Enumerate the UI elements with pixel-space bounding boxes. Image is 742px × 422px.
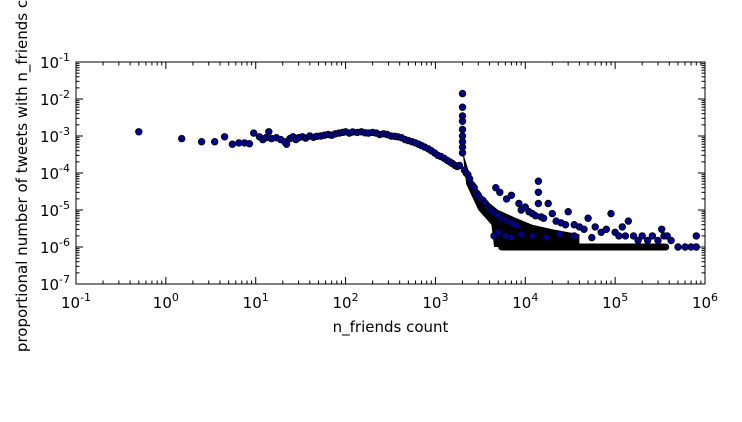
axis-ticks: 10-1 100 101 102 103 104 105 106 10-1 10-2 10-3 10-… [40,51,718,312]
data-point [580,225,588,233]
data-point [539,214,548,222]
data-point [455,161,464,170]
tick-label: 106 [692,291,718,312]
data-point [135,128,143,136]
y-axis-label: proportional number of tweets with n_fri… [13,0,32,352]
data-point [561,220,570,229]
data-point [534,188,543,196]
data-point [591,223,599,231]
data-point [584,214,592,222]
tick-label: 104 [512,291,538,312]
data-point [534,199,543,208]
data-point [458,125,467,134]
data-point [265,128,273,136]
dense-point-mass [462,150,580,247]
tick-label: 10-3 [40,125,70,146]
data-point [507,233,516,242]
tick-label: 10-7 [40,273,70,294]
data-point [654,236,662,245]
data-point [517,230,525,238]
data-point [570,232,578,240]
tick-label: 10-1 [61,291,91,312]
data-point [643,236,652,245]
data-point [638,232,646,240]
tick-label: 103 [422,291,448,312]
data-point [458,89,467,98]
data-point [667,236,675,245]
data-point [245,139,254,148]
data-point [692,232,700,240]
dense-point-band [462,150,670,251]
plot-area-frame [75,61,706,285]
data-point [512,221,521,230]
data-point [564,207,572,216]
data-point [542,233,550,242]
tick-label: 101 [243,291,269,312]
data-point [555,230,564,238]
data-point [544,199,552,208]
data-point [282,140,291,148]
tick-label: 10-2 [40,88,70,109]
data-point [624,217,632,225]
data-point [177,134,186,143]
data-point [663,232,671,240]
data-point [515,199,523,208]
tick-label: 10-1 [40,51,70,72]
data-point [507,191,516,199]
tick-label: 10-6 [40,236,70,257]
data-point [458,117,467,125]
tick-label: 10-4 [40,162,70,183]
data-point [629,232,638,240]
data-point [528,232,537,240]
data-point [496,188,504,196]
data-point [548,209,556,218]
data-point [674,243,682,251]
data-point [615,232,623,240]
tick-label: 102 [333,291,359,312]
data-points [135,89,700,251]
tick-label: 100 [153,291,179,312]
data-point [588,233,596,242]
tick-label: 10-5 [40,199,70,220]
data-point [634,236,642,245]
tick-label: 105 [602,291,628,312]
data-point [658,225,666,233]
data-point [618,223,626,231]
data-point [494,228,502,236]
data-point [458,149,467,157]
data-point [501,232,510,240]
data-point [621,232,630,240]
data-point [197,137,206,146]
data-point [648,232,657,240]
data-point [534,177,543,185]
data-point [249,129,258,137]
data-point [210,137,219,146]
x-axis-label: n_friends count [333,318,449,337]
data-point [492,183,500,192]
data-point [220,133,229,141]
data-point [602,225,611,233]
data-point [502,195,511,203]
data-point [458,103,467,111]
data-point [228,140,237,148]
data-point [607,209,615,218]
